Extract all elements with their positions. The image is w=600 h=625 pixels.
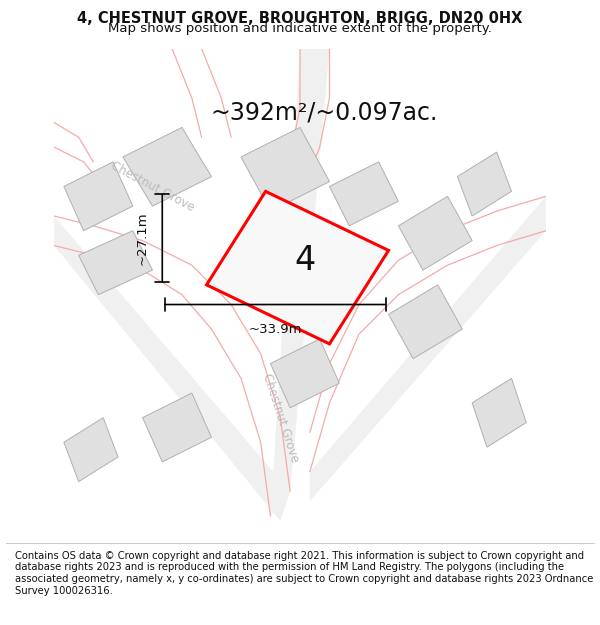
Polygon shape: [472, 378, 526, 447]
Text: Chestnut Grove: Chestnut Grove: [109, 159, 196, 214]
Polygon shape: [389, 285, 463, 359]
Text: 4, CHESTNUT GROVE, BROUGHTON, BRIGG, DN20 0HX: 4, CHESTNUT GROVE, BROUGHTON, BRIGG, DN2…: [77, 11, 523, 26]
Text: Map shows position and indicative extent of the property.: Map shows position and indicative extent…: [108, 22, 492, 35]
Polygon shape: [398, 196, 472, 270]
Polygon shape: [143, 393, 211, 462]
Text: Contains OS data © Crown copyright and database right 2021. This information is : Contains OS data © Crown copyright and d…: [15, 551, 593, 596]
Text: ~27.1m: ~27.1m: [136, 211, 149, 265]
Polygon shape: [329, 162, 398, 226]
Polygon shape: [206, 191, 389, 344]
Polygon shape: [271, 339, 340, 408]
Text: Chestnut Grove: Chestnut Grove: [260, 372, 301, 464]
Polygon shape: [79, 231, 152, 294]
Text: ~33.9m: ~33.9m: [248, 322, 302, 336]
Polygon shape: [54, 216, 290, 521]
Polygon shape: [123, 127, 211, 206]
Text: 4: 4: [294, 244, 316, 277]
Polygon shape: [64, 418, 118, 482]
Polygon shape: [64, 162, 133, 231]
Polygon shape: [241, 127, 329, 211]
Polygon shape: [457, 152, 512, 216]
Polygon shape: [271, 49, 329, 516]
Polygon shape: [310, 196, 546, 501]
Text: ~392m²/~0.097ac.: ~392m²/~0.097ac.: [211, 101, 438, 125]
